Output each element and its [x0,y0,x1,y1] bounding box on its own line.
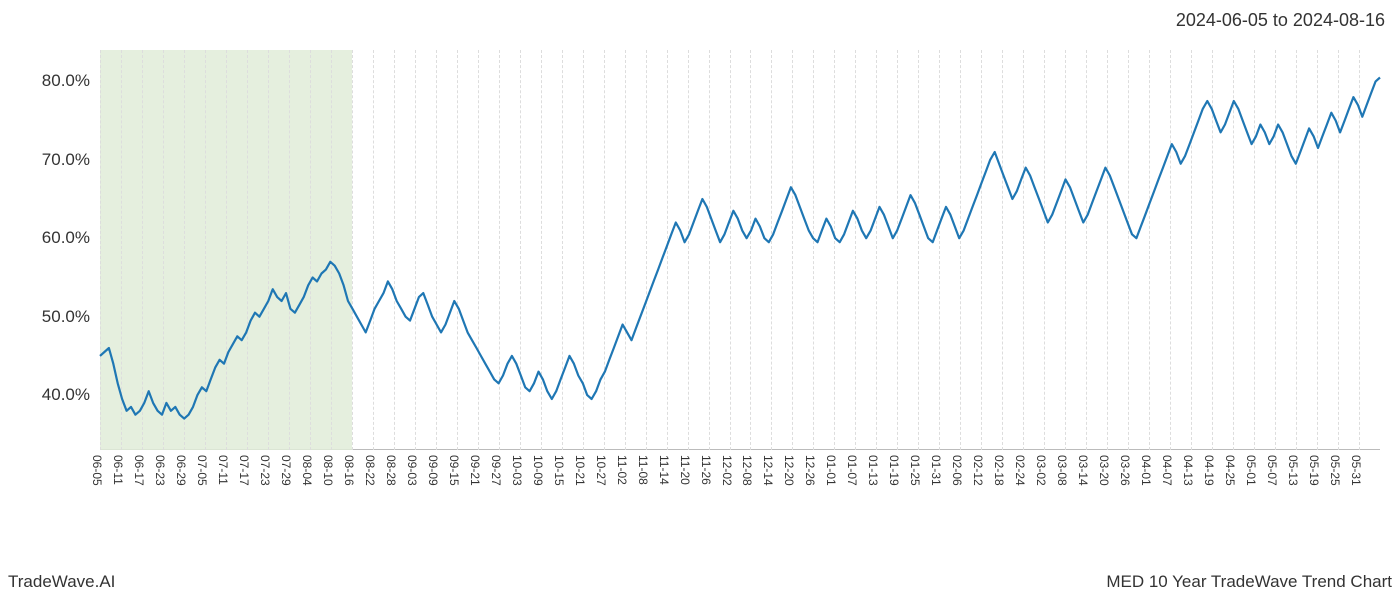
brand-label: TradeWave.AI [8,572,115,592]
x-tick-label: 02-06 [950,455,964,486]
x-tick-label: 05-07 [1265,455,1279,486]
x-tick-label: 06-23 [153,455,167,486]
x-tick-label: 11-14 [657,455,671,485]
x-tick-label: 05-13 [1286,455,1300,486]
chart-area: 40.0%50.0%60.0%70.0%80.0% 06-0506-1106-1… [100,50,1380,490]
x-tick-label: 09-09 [426,455,440,486]
x-tick-label: 06-17 [132,455,146,486]
plot-region [100,50,1380,450]
x-tick-label: 06-29 [174,455,188,486]
x-tick-label: 11-26 [699,455,713,485]
y-tick-label: 70.0% [42,150,90,170]
x-tick-label: 11-02 [615,455,629,485]
x-tick-label: 07-05 [195,455,209,486]
x-tick-label: 12-14 [761,455,775,486]
x-tick-label: 09-21 [468,455,482,486]
x-tick-label: 02-24 [1013,455,1027,486]
y-tick-label: 80.0% [42,71,90,91]
x-tick-label: 12-20 [782,455,796,486]
x-tick-label: 12-08 [740,455,754,486]
x-tick-label: 10-09 [531,455,545,486]
x-tick-label: 10-27 [594,455,608,486]
y-tick-label: 60.0% [42,228,90,248]
x-tick-label: 03-20 [1097,455,1111,486]
x-tick-label: 11-20 [678,455,692,485]
y-tick-label: 50.0% [42,307,90,327]
x-tick-label: 06-11 [111,455,125,485]
trend-path [100,78,1380,419]
x-tick-label: 05-25 [1328,455,1342,486]
x-tick-label: 01-01 [824,455,838,486]
x-tick-label: 04-19 [1202,455,1216,486]
x-tick-label: 05-31 [1349,455,1363,486]
x-tick-label: 04-25 [1223,455,1237,486]
x-tick-label: 10-21 [573,455,587,486]
x-tick-label: 07-11 [216,455,230,485]
x-tick-label: 05-19 [1307,455,1321,486]
x-tick-label: 08-28 [384,455,398,486]
x-tick-label: 07-29 [279,455,293,486]
x-tick-label: 04-01 [1139,455,1153,486]
x-tick-label: 08-22 [363,455,377,486]
trend-line [100,50,1380,450]
x-tick-label: 04-07 [1160,455,1174,486]
x-tick-label: 09-03 [405,455,419,486]
x-tick-label: 07-23 [258,455,272,486]
x-tick-label: 01-25 [908,455,922,486]
x-tick-label: 12-26 [803,455,817,486]
x-tick-label: 01-31 [929,455,943,486]
x-tick-label: 09-15 [447,455,461,486]
x-tick-label: 12-02 [720,455,734,486]
x-tick-label: 04-13 [1181,455,1195,486]
x-tick-label: 06-05 [90,455,104,486]
x-tick-label: 08-16 [342,455,356,486]
x-tick-label: 03-08 [1055,455,1069,486]
x-tick-label: 09-27 [489,455,503,486]
x-tick-label: 03-14 [1076,455,1090,486]
x-tick-label: 03-26 [1118,455,1132,486]
x-tick-label: 08-10 [321,455,335,486]
x-tick-label: 07-17 [237,455,251,486]
x-tick-label: 10-03 [510,455,524,486]
x-tick-label: 01-07 [845,455,859,486]
x-tick-label: 02-12 [971,455,985,486]
x-tick-label: 02-18 [992,455,1006,486]
x-tick-label: 05-01 [1244,455,1258,486]
x-tick-label: 10-15 [552,455,566,486]
y-tick-label: 40.0% [42,385,90,405]
x-tick-label: 03-02 [1034,455,1048,486]
x-tick-label: 11-08 [636,455,650,485]
x-tick-label: 01-13 [866,455,880,486]
x-tick-label: 01-19 [887,455,901,486]
chart-title: MED 10 Year TradeWave Trend Chart [1106,572,1392,592]
x-tick-label: 08-04 [300,455,314,486]
date-range-label: 2024-06-05 to 2024-08-16 [1176,10,1385,31]
